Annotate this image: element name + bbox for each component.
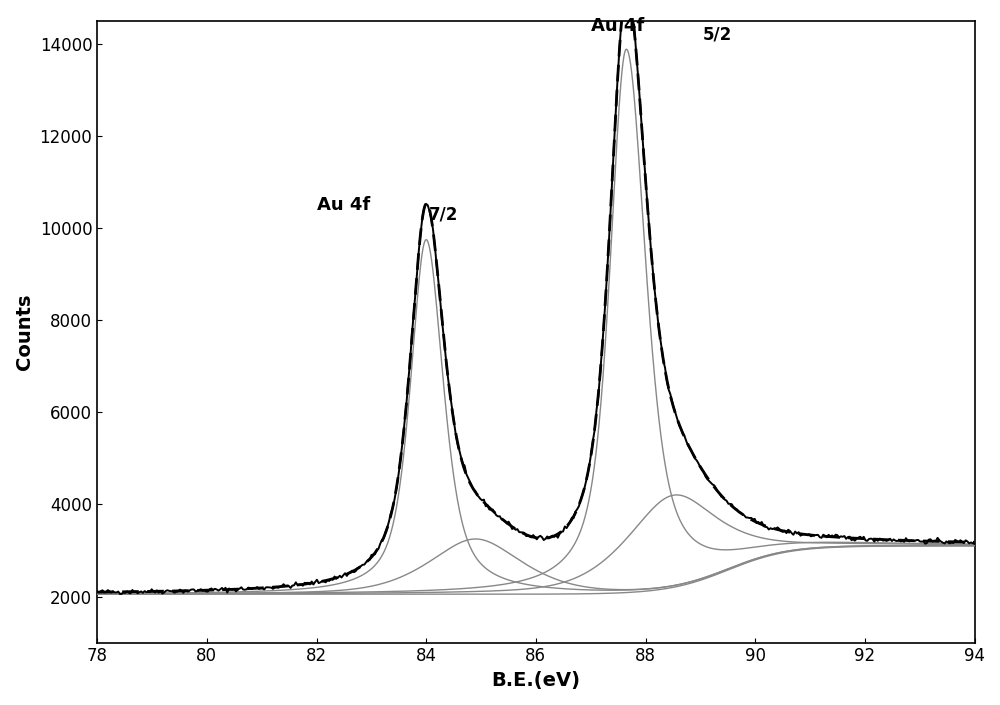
Text: Au 4f: Au 4f [591,17,644,35]
Text: 5/2: 5/2 [703,26,732,44]
X-axis label: B.E.(eV): B.E.(eV) [491,671,580,690]
Text: Au 4f: Au 4f [317,196,370,214]
Text: 7/2: 7/2 [429,206,458,223]
Y-axis label: Counts: Counts [15,293,34,370]
